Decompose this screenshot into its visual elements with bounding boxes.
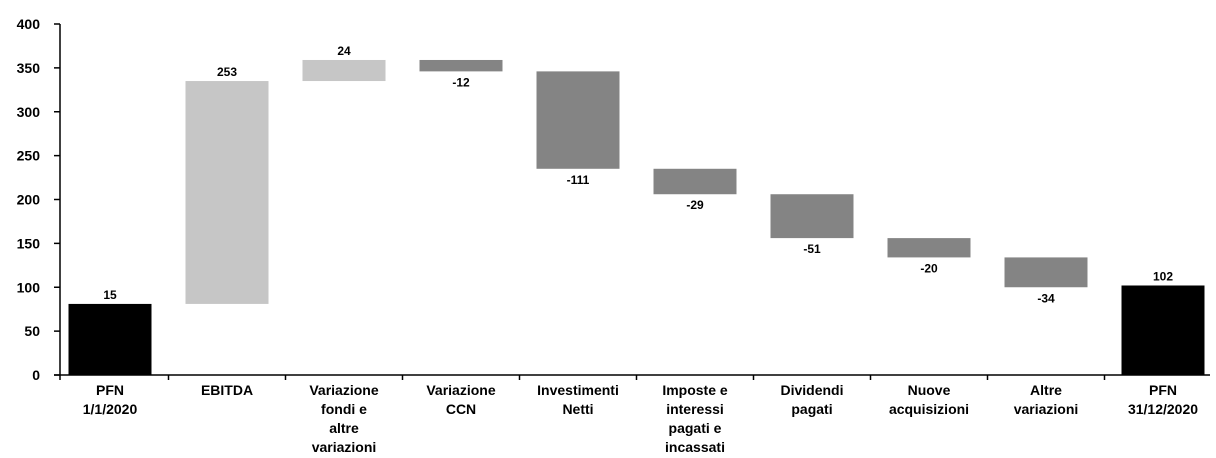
x-category-label-line: altre	[329, 420, 359, 436]
y-tick-label: 200	[17, 192, 41, 208]
bar-decrease	[653, 168, 737, 195]
x-category-label-line: variazioni	[1014, 401, 1079, 417]
y-tick-label: 150	[17, 235, 41, 251]
data-label: -20	[920, 261, 938, 275]
y-tick-label: 400	[17, 16, 41, 32]
x-category-label: Altre variazioni	[1014, 382, 1079, 417]
x-category-label-line: PFN	[96, 382, 124, 398]
y-tick-label: 100	[17, 279, 41, 295]
x-category-label-line: Variazione	[309, 382, 378, 398]
x-category-label-line: Imposte e	[662, 382, 728, 398]
bar-increase	[302, 59, 386, 82]
data-label: 102	[1153, 269, 1173, 283]
x-category-label-line: pagati e	[669, 420, 722, 436]
x-category-label-line: Dividendi	[780, 382, 843, 398]
data-labels-group: 15 253 24 -12 -111 -29 -51 -20 -34 102	[103, 44, 1173, 305]
x-category-label-line: Nuove	[908, 382, 951, 398]
x-category-label: Variazione CCN	[426, 382, 495, 417]
x-category-label-line: Altre	[1030, 382, 1062, 398]
data-label: -111	[567, 173, 590, 187]
data-label: -29	[686, 198, 704, 212]
x-category-label-line: pagati	[791, 401, 832, 417]
bars-group	[68, 59, 1205, 375]
x-category-label-line: Netti	[562, 401, 593, 417]
bar-decrease	[536, 71, 620, 169]
y-tick-label: 0	[32, 367, 40, 383]
x-category-label: PFN 31/12/2020	[1128, 382, 1198, 417]
data-label: -34	[1037, 291, 1055, 305]
data-label: 24	[337, 44, 351, 58]
x-category-label: Dividendi pagati	[780, 382, 843, 417]
bar-total	[1121, 285, 1205, 375]
bar-total	[68, 303, 152, 375]
x-category-label-line: PFN	[1149, 382, 1177, 398]
x-category-label-line: 1/1/2020	[83, 401, 138, 417]
x-category-label: PFN 1/1/2020	[83, 382, 138, 417]
x-category-label: Nuove acquisizioni	[889, 382, 969, 417]
data-label: 15	[103, 288, 117, 302]
data-label: -51	[803, 242, 821, 256]
y-tick-label: 350	[17, 60, 41, 76]
bar-increase	[185, 81, 269, 304]
x-category-label-line: interessi	[666, 401, 724, 417]
category-labels-group: PFN 1/1/2020 EBITDA Variazione fondi e altre v…	[83, 382, 1198, 455]
x-category-label-line: 31/12/2020	[1128, 401, 1198, 417]
x-category-label-line: Variazione	[426, 382, 495, 398]
data-label: 253	[217, 65, 237, 79]
y-axis: 0 50 100 150 200 250 300 350 400	[17, 16, 61, 383]
x-category-label-line: EBITDA	[201, 382, 253, 398]
bar-decrease	[1004, 257, 1088, 288]
x-category-label-line: CCN	[446, 401, 476, 417]
y-tick-label: 50	[24, 323, 40, 339]
data-label: -12	[452, 75, 470, 89]
x-category-label-line: incassati	[665, 439, 725, 455]
x-category-label: EBITDA	[201, 382, 253, 398]
x-category-label: Variazione fondi e altre variazioni	[309, 382, 378, 455]
x-category-label-line: acquisizioni	[889, 401, 969, 417]
y-tick-label: 300	[17, 104, 41, 120]
bar-decrease	[770, 194, 854, 239]
x-category-label: Imposte e interessi pagati e incassati	[662, 382, 728, 455]
y-tick-label: 250	[17, 148, 41, 164]
x-category-label: Investimenti Netti	[537, 382, 619, 417]
x-category-label-line: fondi e	[321, 401, 367, 417]
x-axis	[54, 374, 1210, 380]
x-category-label-line: variazioni	[312, 439, 377, 455]
bar-decrease	[419, 59, 503, 72]
bar-decrease	[887, 238, 971, 258]
x-category-label-line: Investimenti	[537, 382, 619, 398]
